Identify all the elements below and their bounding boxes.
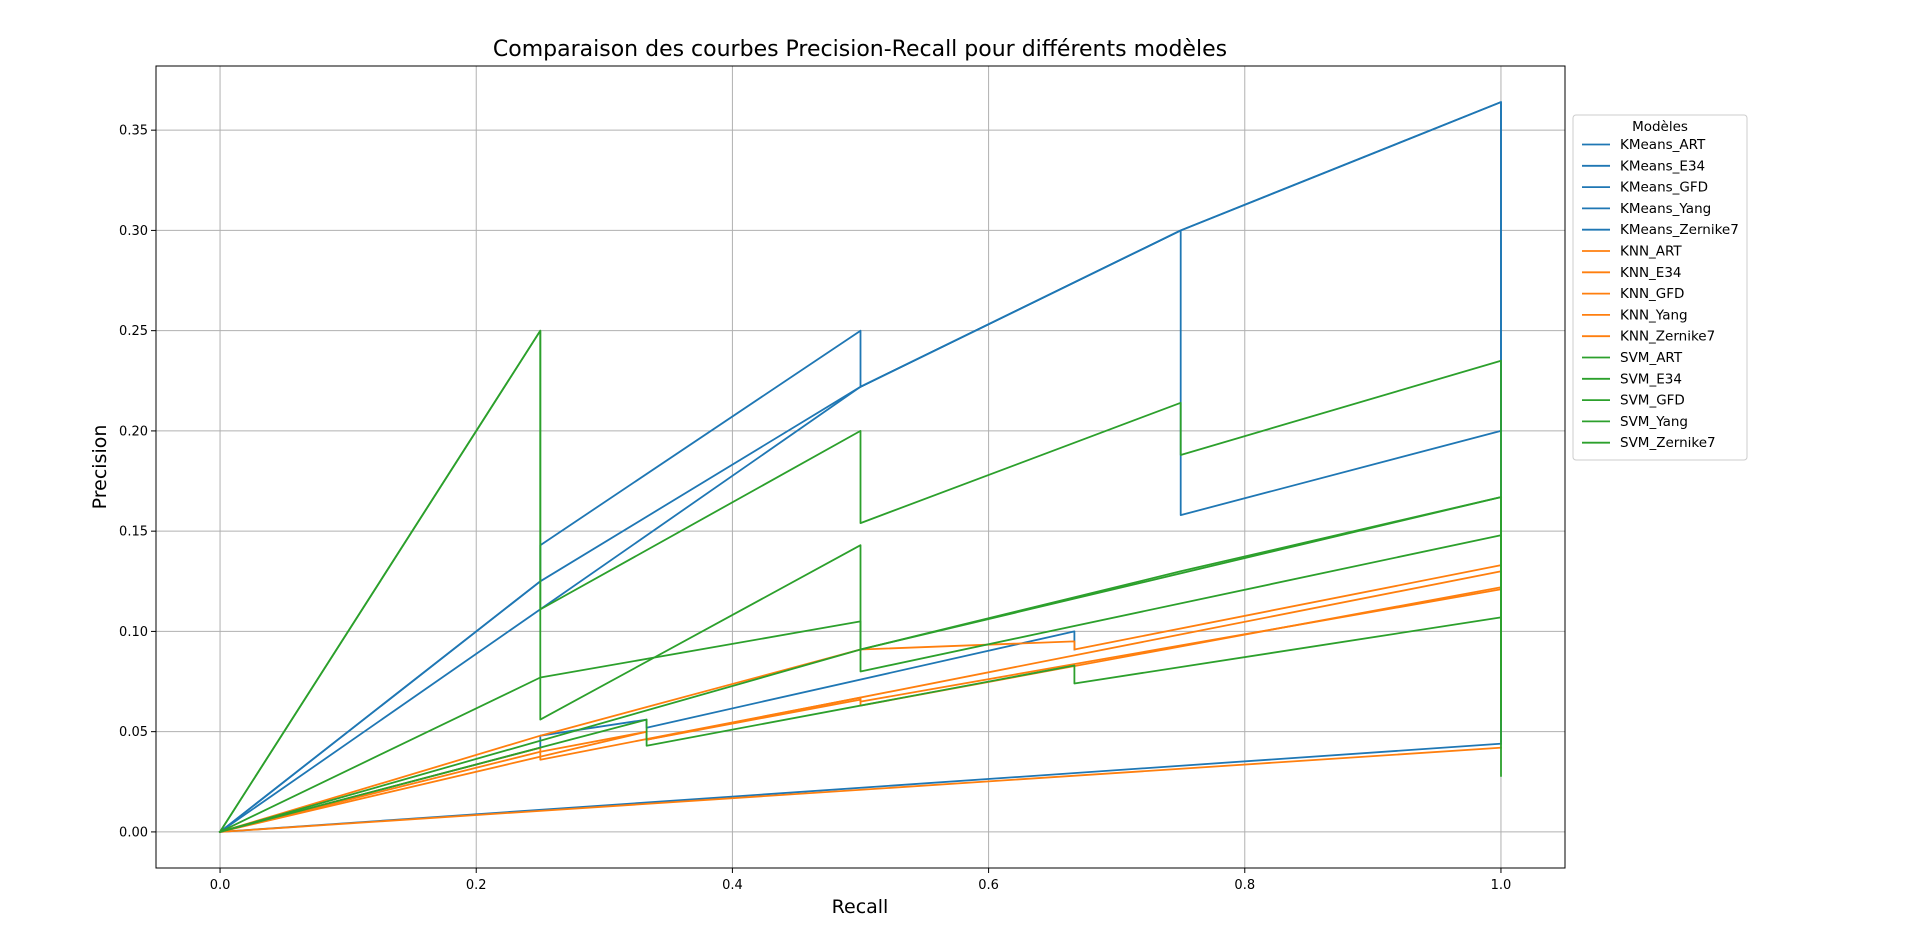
series-line-svm-zernike7 xyxy=(218,496,1503,834)
x-tick-label: 0.2 xyxy=(466,878,487,893)
y-tick-label: 0.35 xyxy=(119,124,148,139)
y-axis-ticks: 0.00 0.05 0.10 0.15 0.20 0.25 0.30 0.35 xyxy=(119,124,156,840)
legend-label-svm-gfd: SVM_GFD xyxy=(1620,393,1685,409)
series-line-knn-e34 xyxy=(219,746,1502,833)
legend-label-kmeans-yang: KMeans_Yang xyxy=(1620,201,1711,217)
legend-label-knn-e34: KNN_E34 xyxy=(1620,265,1682,281)
plot-frame xyxy=(155,65,1566,869)
legend-label-svm-art: SVM_ART xyxy=(1620,350,1683,366)
series-line-kmeans-zernike7 xyxy=(218,101,1502,834)
y-tick-label: 0.30 xyxy=(119,224,148,239)
legend-label-knn-yang: KNN_Yang xyxy=(1620,307,1688,323)
x-axis-ticks: 0.0 0.2 0.4 0.6 0.8 1.0 xyxy=(210,868,1512,893)
legend-label-knn-gfd: KNN_GFD xyxy=(1620,286,1684,302)
legend-label-svm-zernike7: SVM_Zernike7 xyxy=(1620,435,1716,451)
legend-label-kmeans-e34: KMeans_E34 xyxy=(1620,158,1705,174)
series-line-knn-art xyxy=(218,564,1503,834)
y-tick-label: 0.20 xyxy=(119,424,148,439)
legend-label-kmeans-art: KMeans_ART xyxy=(1620,137,1706,153)
x-tick-label: 0.4 xyxy=(722,878,743,893)
legend-box xyxy=(1572,114,1748,461)
x-tick-label: 0.8 xyxy=(1234,878,1255,893)
x-tick-label: 1.0 xyxy=(1491,878,1512,893)
y-tick-label: 0.10 xyxy=(119,625,148,640)
y-tick-label: 0.15 xyxy=(119,525,148,540)
x-tick-label: 0.0 xyxy=(210,878,231,893)
legend-title: Modèles xyxy=(1632,119,1688,135)
legend-label-kmeans-zernike7: KMeans_Zernike7 xyxy=(1620,222,1739,238)
legend-label-knn-zernike7: KNN_Zernike7 xyxy=(1620,329,1715,345)
legend-label-kmeans-gfd: KMeans_GFD xyxy=(1620,180,1708,196)
y-axis-title: Precision xyxy=(89,425,111,510)
series-line-svm-yang xyxy=(218,616,1502,833)
y-tick-label: 0.25 xyxy=(119,324,148,339)
y-tick-label: 0.00 xyxy=(119,825,148,840)
legend-label-svm-yang: SVM_Yang xyxy=(1620,414,1688,430)
legend-label-knn-art: KNN_ART xyxy=(1620,244,1682,260)
series-line-svm-gfd xyxy=(218,496,1502,834)
series-line-svm-e34 xyxy=(218,329,1502,834)
series-lines xyxy=(218,101,1503,834)
x-tick-label: 0.6 xyxy=(978,878,999,893)
legend: Modèles KMeans_ART KMeans_E34 KMeans_GFD KM… xyxy=(1572,114,1748,461)
legend-label-svm-e34: SVM_E34 xyxy=(1620,371,1682,387)
x-axis-title: Recall xyxy=(832,896,889,918)
chart-title: Comparaison des courbes Precision-Recall… xyxy=(493,37,1227,62)
y-tick-label: 0.05 xyxy=(119,725,148,740)
